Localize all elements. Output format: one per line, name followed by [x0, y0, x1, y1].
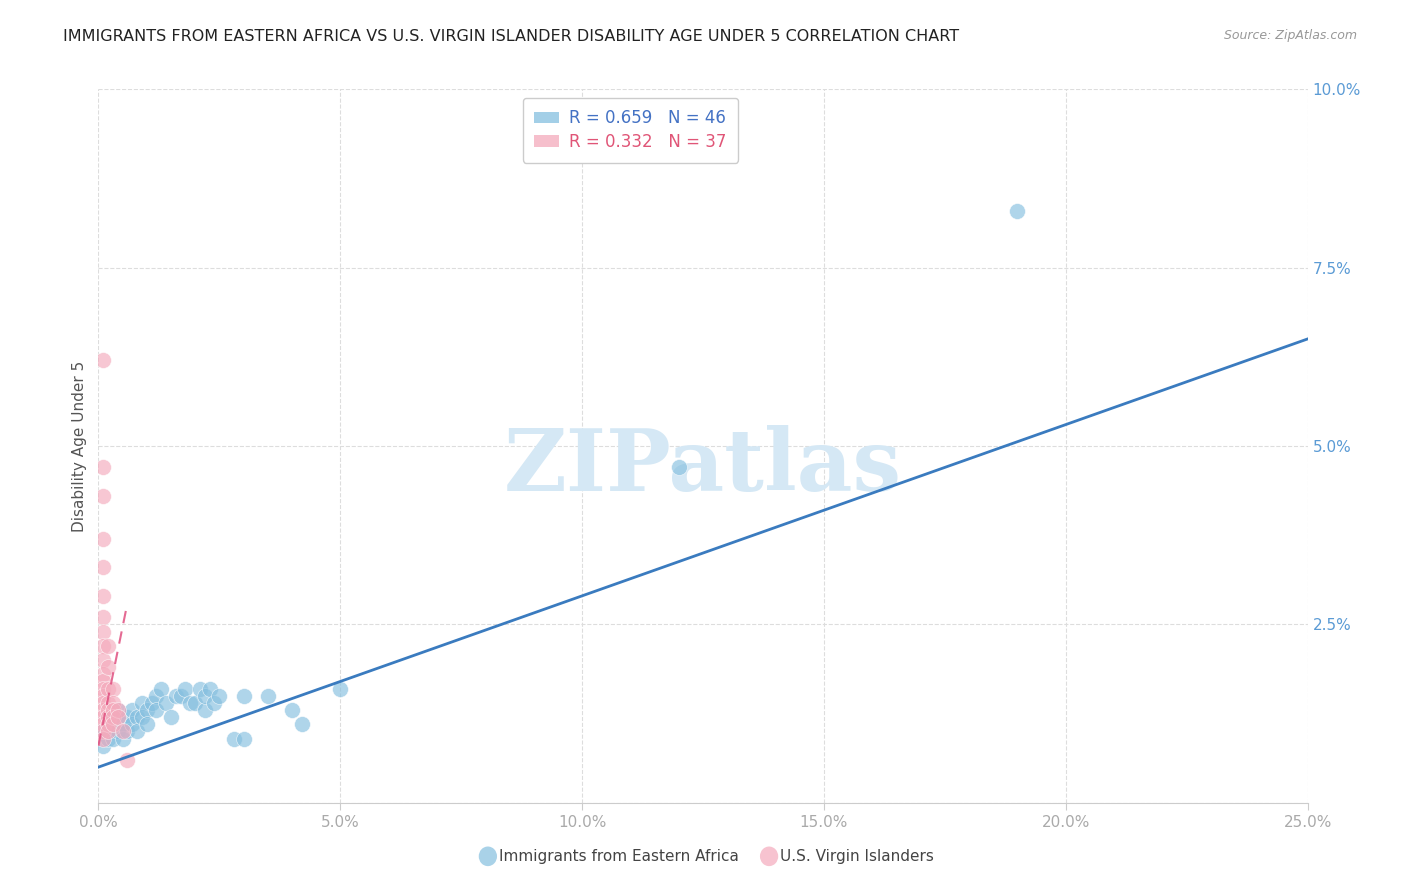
Point: [194, 703, 217, 717]
Text: IMMIGRANTS FROM EASTERN AFRICA VS U.S. VIRGIN ISLANDER DISABILITY AGE UNDER 5 CO: IMMIGRANTS FROM EASTERN AFRICA VS U.S. V…: [63, 29, 959, 44]
Point: [117, 753, 139, 767]
Point: [101, 696, 124, 710]
Point: [91, 560, 114, 574]
Point: [91, 624, 114, 639]
Point: [97, 703, 120, 717]
Point: [232, 689, 254, 703]
Point: [91, 717, 114, 731]
Point: [91, 731, 114, 746]
Point: [121, 703, 143, 717]
Point: [135, 717, 157, 731]
Point: [141, 696, 163, 710]
Point: [91, 667, 114, 681]
Point: [91, 460, 114, 475]
Point: [91, 696, 114, 710]
Point: [232, 731, 254, 746]
Text: U.S. Virgin Islanders: U.S. Virgin Islanders: [780, 849, 934, 863]
Point: [290, 717, 312, 731]
Point: [111, 731, 134, 746]
Point: [91, 653, 114, 667]
Point: [155, 696, 177, 710]
Point: [204, 696, 226, 710]
Point: [111, 724, 134, 739]
Point: [198, 681, 221, 696]
Point: [107, 703, 129, 717]
Point: [91, 489, 114, 503]
Point: [91, 532, 114, 546]
Point: [107, 703, 129, 717]
Point: [91, 681, 114, 696]
Point: [111, 717, 134, 731]
Point: [222, 731, 245, 746]
Text: Immigrants from Eastern Africa: Immigrants from Eastern Africa: [499, 849, 740, 863]
Point: [97, 710, 120, 724]
Point: [160, 710, 183, 724]
Point: [121, 717, 143, 731]
Point: [101, 731, 124, 746]
Point: [107, 710, 129, 724]
Point: [101, 710, 124, 724]
Point: [184, 696, 207, 710]
Point: [97, 731, 120, 746]
Point: [145, 703, 167, 717]
Point: [281, 703, 304, 717]
Point: [101, 681, 124, 696]
Legend: R = 0.659   N = 46, R = 0.332   N = 37: R = 0.659 N = 46, R = 0.332 N = 37: [523, 97, 738, 162]
Point: [135, 703, 157, 717]
Point: [194, 689, 217, 703]
Text: Source: ZipAtlas.com: Source: ZipAtlas.com: [1223, 29, 1357, 42]
Point: [91, 689, 114, 703]
Point: [91, 724, 114, 739]
Y-axis label: Disability Age Under 5: Disability Age Under 5: [72, 360, 87, 532]
Point: [1007, 203, 1029, 218]
Point: [668, 460, 690, 475]
Point: [91, 589, 114, 603]
Point: [169, 689, 191, 703]
Point: [91, 353, 114, 368]
Point: [91, 610, 114, 624]
Point: [127, 724, 149, 739]
Text: ZIPatlas: ZIPatlas: [503, 425, 903, 509]
Point: [179, 696, 201, 710]
Point: [208, 689, 231, 703]
Point: [97, 639, 120, 653]
Point: [117, 710, 139, 724]
Point: [91, 674, 114, 689]
Point: [97, 717, 120, 731]
Point: [91, 710, 114, 724]
Point: [329, 681, 352, 696]
Point: [150, 681, 173, 696]
Point: [165, 689, 187, 703]
Point: [107, 724, 129, 739]
Point: [188, 681, 211, 696]
Point: [131, 696, 153, 710]
Point: [97, 660, 120, 674]
Point: [91, 639, 114, 653]
Point: [91, 724, 114, 739]
Point: [91, 703, 114, 717]
Point: [127, 710, 149, 724]
Point: [174, 681, 197, 696]
Point: [97, 710, 120, 724]
Point: [101, 717, 124, 731]
Point: [131, 710, 153, 724]
Point: [97, 681, 120, 696]
Point: [101, 717, 124, 731]
Point: [117, 724, 139, 739]
Point: [91, 739, 114, 753]
Point: [256, 689, 278, 703]
Point: [101, 703, 124, 717]
Point: [97, 724, 120, 739]
Point: [145, 689, 167, 703]
Point: [97, 696, 120, 710]
